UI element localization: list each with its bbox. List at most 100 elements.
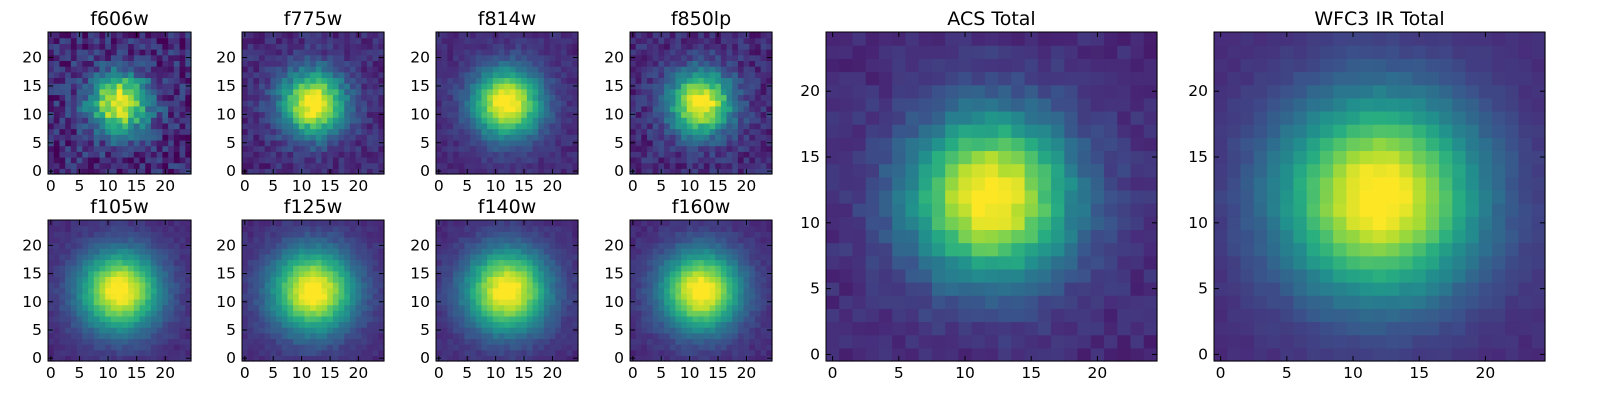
heatmap-cell (110, 37, 118, 44)
heatmap-cell (247, 259, 254, 266)
heatmap-cell (441, 349, 448, 356)
heatmap-cell (298, 293, 306, 300)
heatmap-cell (686, 293, 694, 300)
heatmap-cell (304, 156, 311, 164)
heatmap-cell (515, 321, 522, 328)
heatmap-cell (504, 134, 511, 141)
heatmap-cell (652, 287, 659, 294)
heatmap-cell (669, 270, 677, 277)
heatmap-cell (543, 287, 551, 294)
heatmap-cell (515, 162, 522, 169)
heatmap-cell (720, 355, 728, 362)
heatmap-cell (48, 304, 55, 311)
heatmap-cell (110, 220, 118, 227)
heatmap-cell (635, 298, 642, 306)
y-tick-label: 20 (22, 49, 42, 67)
heatmap-cell (128, 332, 135, 340)
heatmap-cell (48, 94, 55, 101)
heatmap-cell (287, 54, 294, 61)
heatmap-cell (538, 128, 545, 135)
heatmap-cell (179, 298, 186, 306)
heatmap-cell (737, 315, 745, 323)
heatmap-cell (515, 156, 522, 164)
heatmap-cell (441, 248, 448, 255)
heatmap-cell (93, 287, 101, 294)
heatmap-cell (378, 100, 385, 107)
heatmap-cell (715, 321, 722, 328)
heatmap-cell (630, 349, 637, 356)
heatmap-cell (185, 49, 192, 56)
heatmap-cell (675, 83, 682, 90)
heatmap-cell (652, 156, 659, 164)
heatmap-cell (361, 117, 368, 124)
heatmap-cell (122, 355, 129, 362)
heatmap-cell (253, 321, 260, 328)
heatmap-cell (378, 71, 385, 79)
heatmap-cell (99, 248, 106, 255)
heatmap-cell (361, 156, 368, 164)
heatmap-cell (48, 77, 55, 84)
heatmap-cell (349, 344, 357, 351)
heatmap-cell (481, 332, 488, 340)
heatmap-cell (475, 43, 483, 50)
heatmap-cell (732, 332, 739, 340)
heatmap-cell (458, 321, 465, 328)
heatmap-cell (475, 111, 483, 118)
heatmap-cell (48, 122, 55, 130)
heatmap-cell (715, 287, 722, 294)
heatmap-cell (355, 37, 362, 44)
heatmap-cell (487, 265, 494, 272)
heatmap-cell (737, 88, 745, 96)
heatmap-cell (709, 111, 716, 118)
heatmap-cell (441, 332, 448, 340)
heatmap-cell (349, 321, 357, 328)
heatmap-cell (355, 156, 362, 164)
heatmap-cell (110, 134, 118, 141)
heatmap-cell (504, 77, 511, 84)
heatmap-cell (453, 298, 460, 306)
heatmap-cell (349, 117, 357, 124)
heatmap-cell (441, 287, 448, 294)
heatmap-cell (732, 298, 739, 306)
heatmap-cell (647, 355, 654, 362)
heatmap-cell (276, 304, 283, 311)
heatmap-cell (658, 37, 665, 44)
heatmap-cell (766, 32, 773, 39)
heatmap-cell (116, 231, 123, 238)
heatmap-cell (664, 332, 671, 340)
heatmap-cell (105, 100, 112, 107)
heatmap-cell (475, 100, 483, 107)
heatmap-cell (298, 287, 306, 294)
heatmap-cell (692, 304, 699, 311)
heatmap-cell (572, 32, 579, 39)
heatmap-cell (179, 338, 186, 345)
heatmap-cell (470, 248, 477, 255)
heatmap-cell (315, 151, 323, 158)
heatmap-cell (543, 168, 551, 175)
heatmap-cell (664, 338, 671, 345)
heatmap-cell (366, 355, 374, 362)
heatmap-cell (88, 298, 95, 306)
heatmap-cell (760, 139, 767, 147)
heatmap-cell (453, 259, 460, 266)
heatmap-cell (173, 287, 181, 294)
heatmap-cell (441, 315, 448, 323)
heatmap-cell (99, 151, 106, 158)
heatmap-cell (185, 77, 192, 84)
heatmap-cell (658, 270, 665, 277)
heatmap-cell (635, 327, 642, 334)
heatmap-cell (464, 259, 471, 266)
heatmap-cell (515, 270, 522, 277)
heatmap-cell (560, 248, 568, 255)
heatmap-cell (168, 83, 175, 90)
heatmap-cell (48, 49, 55, 56)
heatmap-cell (105, 344, 112, 351)
heatmap-cell (110, 117, 118, 124)
heatmap-cell (470, 60, 477, 67)
heatmap-cell (344, 293, 351, 300)
heatmap-cell (560, 338, 568, 345)
heatmap-cell (270, 321, 277, 328)
heatmap-cell (82, 168, 89, 175)
heatmap-cell (139, 77, 146, 84)
heatmap-cell (48, 259, 55, 266)
